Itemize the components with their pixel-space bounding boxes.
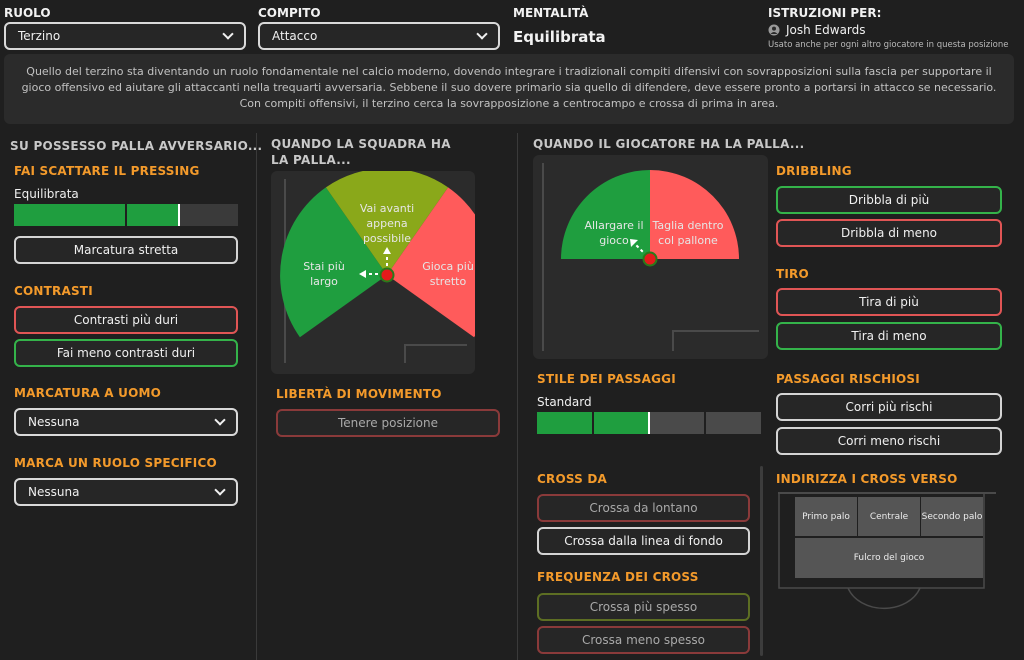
- freq-title: FREQUENZA DEI CROSS: [537, 570, 699, 584]
- player-name: Josh Edwards: [786, 23, 866, 37]
- column-divider: [517, 133, 518, 660]
- ruolo-dropdown[interactable]: Terzino: [4, 22, 246, 50]
- gauge-right-label: Gioca più stretto: [422, 260, 474, 288]
- segment-divider: [704, 412, 706, 434]
- contrasti-title: CONTRASTI: [14, 284, 93, 298]
- cross-da-title: CROSS DA: [537, 472, 608, 486]
- scrollbar[interactable]: [760, 466, 763, 656]
- fulcro-zone[interactable]: Fulcro del gioco: [795, 538, 983, 578]
- cross-lontano-button[interactable]: Crossa da lontano: [537, 494, 750, 522]
- pressing-fill: [14, 204, 180, 226]
- compito-dropdown[interactable]: Attacco: [258, 22, 500, 50]
- role-description-panel: Quello del terzino sta diventando un ruo…: [4, 54, 1014, 124]
- centrale-zone[interactable]: Centrale: [858, 497, 920, 536]
- chevron-down-icon: [476, 28, 488, 40]
- marca-ruolo-value: Nessuna: [28, 485, 80, 499]
- dribbla-piu-button[interactable]: Dribbla di più: [776, 186, 1002, 214]
- chevron-down-icon: [222, 28, 234, 40]
- segment-divider: [592, 412, 594, 434]
- chevron-down-icon: [214, 484, 226, 496]
- pressing-value: Equilibrata: [14, 187, 79, 201]
- freq-piu-button[interactable]: Crossa più spesso: [537, 593, 750, 621]
- col3-title: QUANDO IL GIOCATORE HA LA PALLA...: [533, 137, 805, 151]
- dribbla-meno-button[interactable]: Dribbla di meno: [776, 219, 1002, 247]
- column-divider: [256, 133, 257, 660]
- contrasti-meno-button[interactable]: Fai meno contrasti duri: [14, 339, 238, 367]
- marcatura-uomo-value: Nessuna: [28, 415, 80, 429]
- mentalita-value: Equilibrata: [513, 28, 606, 46]
- col2-title: QUANDO LA SQUADRA HA LA PALLA...: [271, 137, 451, 167]
- passaggi-slider[interactable]: [537, 412, 761, 434]
- liberta-title: LIBERTÀ DI MOVIMENTO: [276, 387, 442, 401]
- gauge-top-label: Vai avanti appena possibile: [359, 202, 415, 245]
- chevron-down-icon: [214, 414, 226, 426]
- tira-piu-button[interactable]: Tira di più: [776, 288, 1002, 316]
- movement-gauge-panel[interactable]: Stai più largo Vai avanti appena possibi…: [271, 171, 475, 374]
- rischiosi-title: PASSAGGI RISCHIOSI: [776, 372, 920, 386]
- marcatura-uomo-title: MARCATURA A UOMO: [14, 386, 162, 400]
- contrasti-duri-button[interactable]: Contrasti più duri: [14, 306, 238, 334]
- col1-title: SU POSSESSO PALLA AVVERSARIO...: [10, 139, 263, 153]
- indirizza-title: INDIRIZZA I CROSS VERSO: [776, 472, 958, 486]
- player-note: Usato anche per ogni altro giocatore in …: [768, 40, 1009, 50]
- secondo-palo-zone[interactable]: Secondo palo: [921, 497, 983, 536]
- pressing-marker: [178, 204, 180, 226]
- passaggi-marker: [648, 412, 650, 434]
- dribbling-title: DRIBBLING: [776, 164, 852, 178]
- tiro-title: TIRO: [776, 267, 809, 281]
- ruolo-value: Terzino: [18, 29, 61, 43]
- primo-palo-zone[interactable]: Primo palo: [795, 497, 857, 536]
- gauge-left-label: Allargare il gioco: [584, 219, 644, 247]
- ball-gauge: [542, 163, 759, 351]
- pressing-slider[interactable]: [14, 204, 238, 226]
- marca-ruolo-title: MARCA UN RUOLO SPECIFICO: [14, 456, 217, 470]
- freq-meno-button[interactable]: Crossa meno spesso: [537, 626, 750, 654]
- istruzioni-label: ISTRUZIONI PER:: [768, 6, 882, 20]
- role-description: Quello del terzino sta diventando un ruo…: [21, 65, 997, 110]
- tenere-posizione-button[interactable]: Tenere posizione: [276, 409, 500, 437]
- pitch-lines: [778, 492, 996, 610]
- person-icon: [768, 24, 780, 36]
- cross-fondo-button[interactable]: Crossa dalla linea di fondo: [537, 527, 750, 555]
- player-selector[interactable]: Josh Edwards: [768, 23, 866, 37]
- gauge-right-label: Taglia dentro col pallone: [652, 219, 724, 247]
- tira-meno-button[interactable]: Tira di meno: [776, 322, 1002, 350]
- passaggi-value: Standard: [537, 395, 592, 409]
- ball-gauge-panel[interactable]: Allargare il gioco Taglia dentro col pal…: [533, 155, 768, 359]
- compito-label: COMPITO: [258, 6, 321, 20]
- pressing-title: FAI SCATTARE IL PRESSING: [14, 164, 200, 178]
- marcatura-uomo-dropdown[interactable]: Nessuna: [14, 408, 238, 436]
- mentalita-label: MENTALITÀ: [513, 6, 589, 20]
- marca-ruolo-dropdown[interactable]: Nessuna: [14, 478, 238, 506]
- movement-gauge: [280, 171, 475, 363]
- segment-divider: [125, 204, 127, 226]
- marcatura-stretta-button[interactable]: Marcatura stretta: [14, 236, 238, 264]
- passaggi-title: STILE DEI PASSAGGI: [537, 372, 676, 386]
- cross-target-pitch: [778, 492, 996, 614]
- gauge-left-label: Stai più largo: [303, 260, 345, 288]
- ruolo-label: RUOLO: [4, 6, 51, 20]
- compito-value: Attacco: [272, 29, 318, 43]
- corri-piu-button[interactable]: Corri più rischi: [776, 393, 1002, 421]
- corri-meno-button[interactable]: Corri meno rischi: [776, 427, 1002, 455]
